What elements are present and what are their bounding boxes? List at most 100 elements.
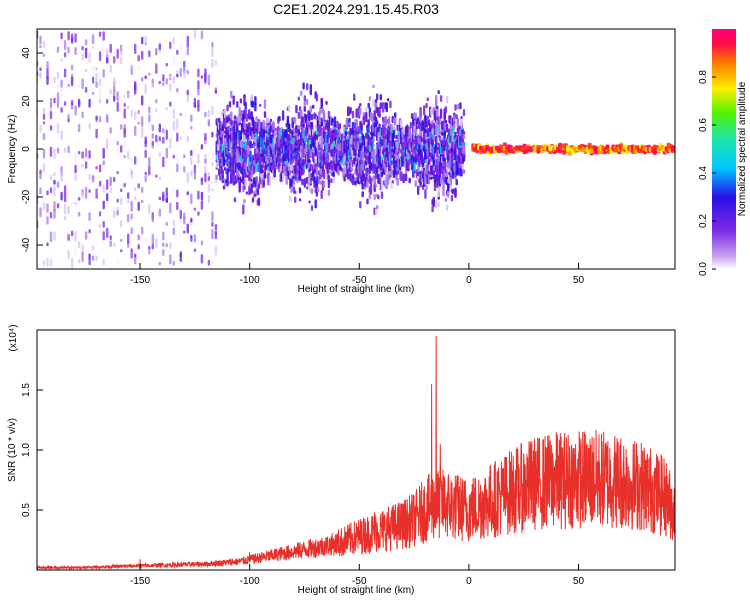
spectrogram-cell [98, 88, 102, 99]
spectrogram-cell [56, 46, 60, 53]
spectrogram-cell [98, 164, 102, 173]
spectrogram-cell [430, 108, 433, 117]
spectrogram-cell [389, 165, 392, 172]
spectrogram-cell [169, 202, 172, 214]
spectrogram-cell [306, 98, 309, 105]
spectrogram-cell [354, 150, 357, 157]
snr-y-axis-label: SNR (10 * v/v) [7, 418, 18, 482]
spectrogram-cell [102, 69, 105, 78]
spectrogram-cell [445, 176, 449, 186]
spectrogram-cell [60, 172, 63, 183]
spectrogram-cell [109, 187, 112, 194]
spectrogram-cell [49, 187, 53, 194]
colorbar-tick-label: 0.0 [698, 262, 709, 276]
spectrogram-cell [172, 37, 175, 44]
spectrogram-cell [313, 176, 316, 184]
spectrogram-cell [102, 231, 105, 241]
spectrogram-cell [186, 172, 189, 184]
spectrogram-cell [84, 231, 88, 240]
spectrogram-cell [186, 89, 189, 96]
spectrogram-cell [200, 240, 204, 246]
x-tick-label: 0 [466, 275, 472, 286]
spectrogram-cell [193, 147, 197, 157]
x-tick-label: -50 [352, 576, 367, 587]
spectrogram-cell [70, 100, 74, 106]
spectrogram-cell [120, 238, 123, 243]
y-tick-label: 1.5 [21, 383, 32, 397]
spectrogram-cell [84, 186, 88, 197]
spectrogram-cell [84, 147, 88, 158]
spectrogram-cell [278, 116, 281, 122]
spectrogram-cell [46, 242, 49, 247]
spectrogram-cell [414, 180, 417, 187]
spectrogram-cell [102, 184, 105, 193]
spectrogram-cell [137, 66, 140, 70]
spectrogram-cell [366, 198, 369, 205]
spectrogram-cell [207, 194, 211, 204]
spectrogram-cell [84, 161, 88, 169]
spectrogram-cell [98, 51, 102, 62]
spectrogram-cell [39, 124, 42, 133]
spectrogram-cell [390, 160, 393, 166]
spectrogram-cell [102, 200, 105, 210]
x-tick-label: 50 [573, 275, 585, 286]
spectrogram-cell [389, 100, 392, 109]
spectrogram-y-ticks: -40 -20 0 20 40 [21, 47, 43, 252]
spectrogram-cell [310, 113, 314, 121]
spectrogram-panel: -150 -100 -50 0 50 -40 -20 0 20 40 Height of str… [7, 28, 676, 295]
spectrogram-cell [134, 255, 137, 265]
spectrogram-cell [211, 41, 214, 48]
spectrogram-cell [102, 45, 105, 57]
spectrogram-cell [322, 110, 326, 121]
spectrogram-cell [172, 108, 175, 119]
spectrogram-cell [330, 178, 333, 184]
spectrogram-cell [91, 66, 95, 75]
spectrogram-cell [289, 195, 292, 202]
spectrogram-cell [127, 150, 130, 160]
spectrogram-cell [56, 203, 60, 209]
snr-y-multiplier: (x10⁴) [8, 324, 19, 351]
spectrogram-cell [116, 210, 119, 216]
spectrogram-cell [320, 98, 323, 109]
spectrogram-cell [445, 161, 449, 168]
y-tick-label: -40 [21, 237, 32, 252]
spectrogram-cell [218, 168, 221, 176]
spectrogram-cell [113, 95, 116, 102]
spectrogram-cell [309, 105, 312, 114]
spectrogram-cell [242, 148, 245, 160]
spectrogram-cell [672, 145, 675, 151]
spectrogram-cell [88, 253, 91, 261]
spectrogram-cell [179, 252, 182, 257]
spectrogram-cell [297, 111, 300, 119]
spectrogram-cell [320, 117, 323, 122]
spectrogram-cell [459, 102, 462, 110]
spectrogram-cell [186, 223, 189, 234]
spectrogram-cell [95, 255, 98, 261]
spectrogram-cell [214, 233, 218, 240]
spectrogram-cell [315, 192, 319, 197]
spectrogram-cell [385, 102, 388, 113]
spectrogram-cell [106, 227, 109, 238]
spectrogram-cell [53, 97, 56, 104]
spectrogram-cell [308, 171, 311, 179]
spectrogram-cell [249, 150, 252, 159]
spectrogram-cell [116, 101, 119, 112]
spectrogram-cell [123, 108, 126, 119]
spectrogram-cell [292, 137, 296, 144]
spectrogram-cell [436, 105, 439, 110]
spectrogram-cell [444, 119, 448, 124]
spectrogram-cell [151, 145, 154, 149]
spectrogram-cell [74, 164, 77, 173]
spectrogram-cell [314, 199, 317, 209]
spectrogram-cell [214, 245, 218, 256]
spectrogram-cell [309, 84, 312, 96]
spectrogram-cell [287, 134, 291, 142]
spectrogram-cell [424, 189, 427, 199]
spectrogram-cell [437, 186, 440, 198]
spectrogram-cell [81, 251, 84, 262]
spectrogram-cell [141, 226, 144, 235]
spectrogram-cell [42, 148, 46, 159]
spectrogram-cell [197, 71, 200, 77]
spectrogram-cell [303, 95, 306, 102]
